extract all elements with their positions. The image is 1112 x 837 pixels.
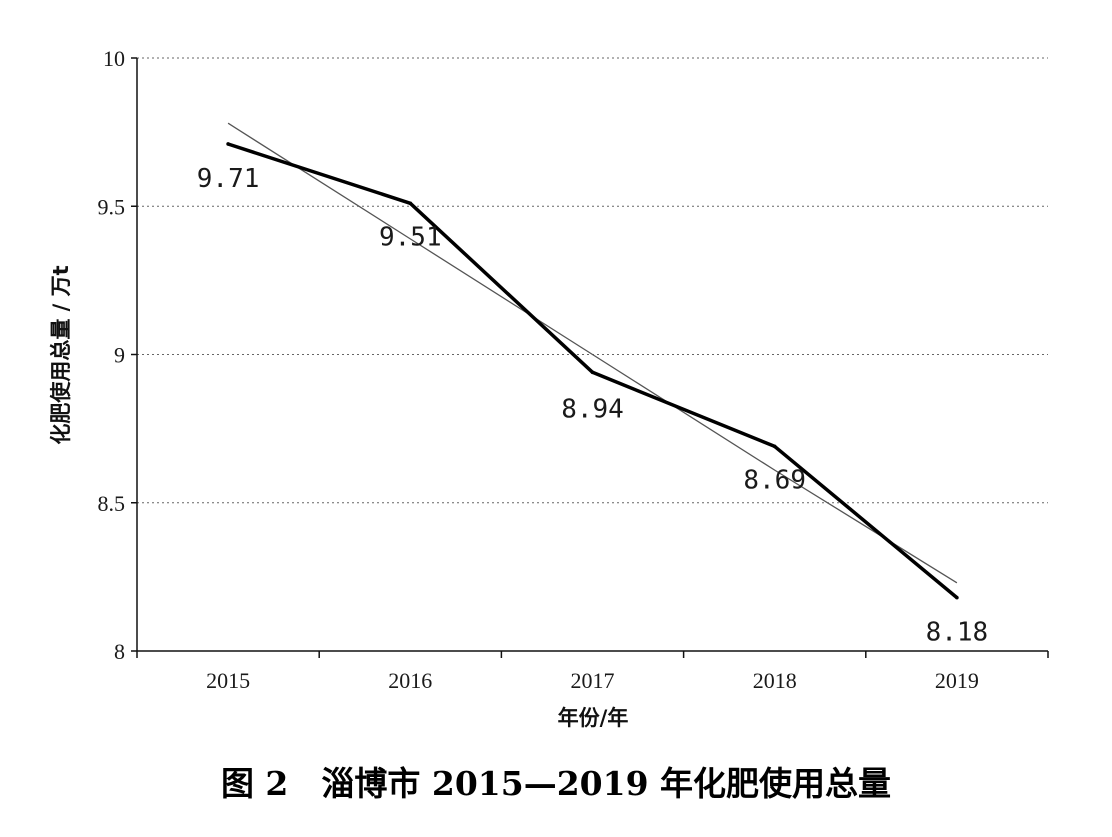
data-point — [408, 201, 413, 206]
gridlines — [137, 57, 1048, 504]
data-point — [590, 370, 595, 375]
data-label: 8.69 — [743, 465, 806, 495]
x-tick-labels: 2015 2016 2017 2018 2019 — [206, 668, 979, 693]
y-tick-labels: 8 8.5 9 9.5 10 — [98, 46, 126, 664]
trendline — [227, 122, 958, 584]
data-label: 8.18 — [926, 618, 989, 648]
x-tick-label: 2015 — [206, 668, 250, 693]
x-tick-label: 2018 — [753, 668, 797, 693]
y-tick-label: 10 — [103, 46, 125, 71]
y-tick-label: 9.5 — [98, 194, 126, 219]
axes — [131, 57, 1049, 658]
y-tick-label: 8.5 — [98, 491, 126, 516]
data-label: 9.71 — [197, 164, 260, 194]
y-tick-label: 9 — [114, 343, 125, 368]
data-labels: 9.71 9.51 8.94 8.69 8.18 — [197, 164, 988, 648]
data-point — [772, 444, 777, 449]
data-label: 8.94 — [561, 394, 624, 424]
series-lines — [226, 122, 959, 600]
data-point — [955, 595, 959, 600]
x-tick-label: 2019 — [935, 668, 979, 693]
figure-caption: 图 2 淄博市 2015—2019 年化肥使用总量 — [221, 764, 891, 803]
x-tick-label: 2017 — [571, 668, 615, 693]
y-axis-title: 化肥使用总量 / 万t — [49, 265, 73, 444]
data-label: 9.51 — [379, 222, 442, 252]
x-axis-title: 年份/年 — [558, 706, 629, 730]
y-tick-label: 8 — [114, 639, 125, 664]
data-point — [226, 142, 230, 146]
x-tick-label: 2016 — [388, 668, 432, 693]
